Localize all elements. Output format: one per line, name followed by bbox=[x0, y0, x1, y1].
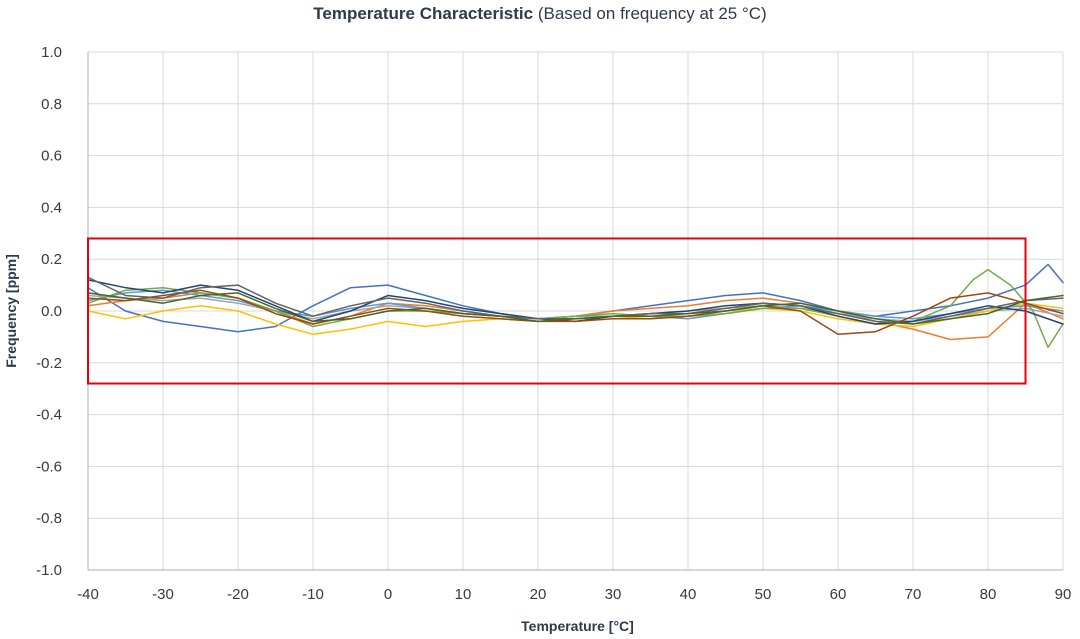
series-lines bbox=[87, 263, 1064, 349]
x-tick-label: 40 bbox=[680, 586, 697, 603]
y-tick-label: 0.6 bbox=[41, 148, 62, 165]
x-tick-label: -10 bbox=[302, 586, 324, 603]
y-tick-label: -0.4 bbox=[36, 407, 62, 424]
y-tick-label: 0.0 bbox=[41, 303, 62, 320]
x-tick-label: 70 bbox=[905, 586, 922, 603]
series-line-sample-8 bbox=[87, 289, 1064, 336]
highlight-box-layer bbox=[87, 237, 1027, 385]
y-tick-label: -0.6 bbox=[36, 458, 62, 475]
x-tick-label: -40 bbox=[77, 586, 99, 603]
x-tick-label: 30 bbox=[605, 586, 622, 603]
x-tick-label: -30 bbox=[152, 586, 174, 603]
highlight-box bbox=[87, 237, 1027, 385]
x-axis-title: Temperature [°C] bbox=[521, 618, 634, 634]
x-tick-label: -20 bbox=[227, 586, 249, 603]
x-tick-label: 20 bbox=[530, 586, 547, 603]
series-line-sample-10 bbox=[87, 292, 1064, 325]
x-tick-label: 50 bbox=[755, 586, 772, 603]
x-tick-label: 10 bbox=[455, 586, 472, 603]
x-tick-label: 60 bbox=[830, 586, 847, 603]
x-tick-label: 90 bbox=[1055, 586, 1072, 603]
chart-title-subtitle: (Based on frequency at 25 °C) bbox=[537, 4, 767, 23]
x-tick-label: 0 bbox=[384, 586, 392, 603]
x-tick-label: 80 bbox=[980, 586, 997, 603]
y-tick-label: -0.2 bbox=[36, 355, 62, 372]
y-tick-label: -0.8 bbox=[36, 510, 62, 527]
y-tick-label: -1.0 bbox=[36, 562, 62, 579]
y-axis-title: Frequency [ppm] bbox=[3, 254, 19, 368]
chart-title-main: Temperature Characteristic bbox=[313, 4, 534, 23]
y-tick-label: 0.8 bbox=[41, 96, 62, 113]
y-tick-label: 0.2 bbox=[41, 251, 62, 268]
tick-labels: 1.0 0.8 0.6 0.4 0.2 0.0 -0.2 -0.4 -0.6 -0.8 -1.0 -4… bbox=[36, 44, 1071, 603]
chart-title: Temperature Characteristic (Based on fre… bbox=[0, 4, 1080, 24]
y-tick-label: 0.4 bbox=[41, 199, 62, 216]
y-tick-label: 1.0 bbox=[41, 44, 62, 61]
series-line-sample-6 bbox=[87, 268, 1064, 349]
